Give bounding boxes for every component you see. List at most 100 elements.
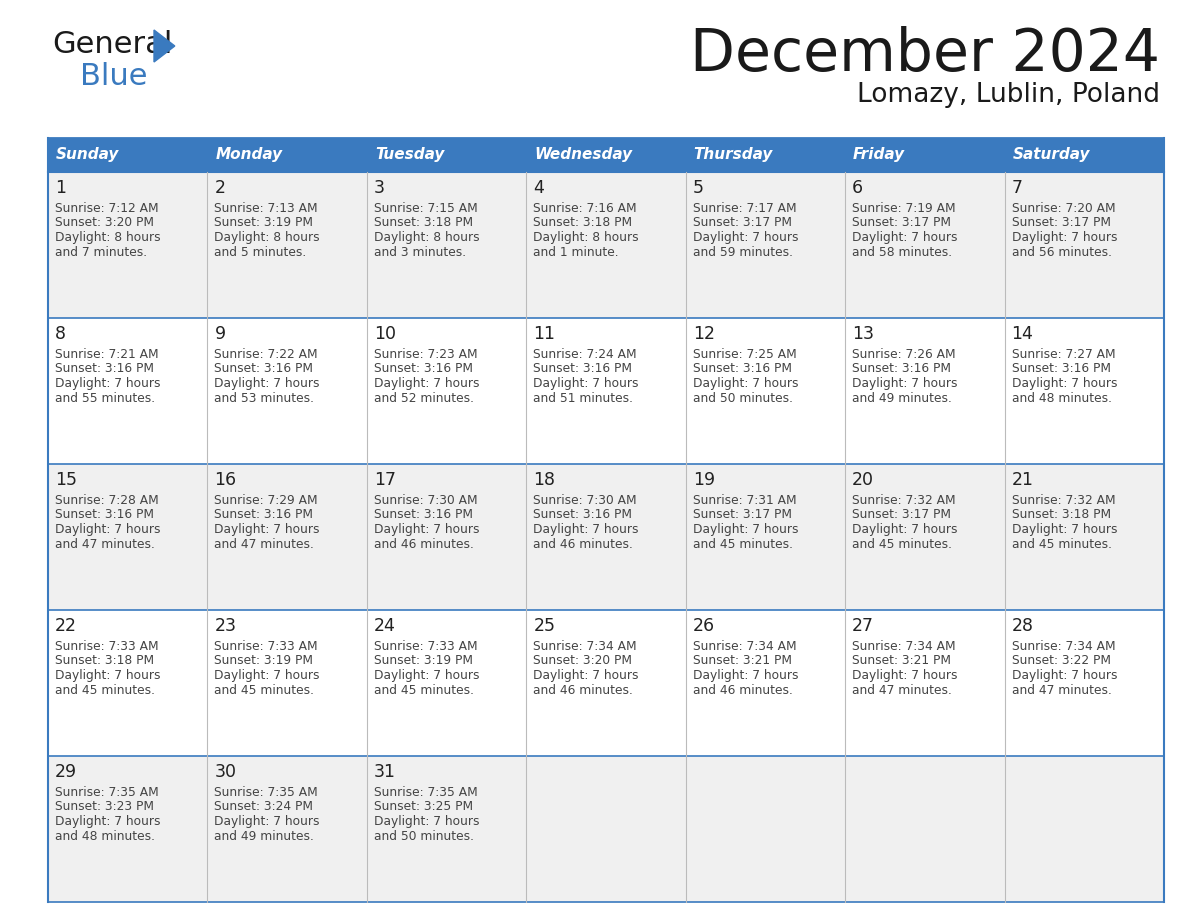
Text: 29: 29 bbox=[55, 763, 77, 781]
Text: 9: 9 bbox=[214, 325, 226, 343]
Polygon shape bbox=[154, 30, 175, 62]
Text: 10: 10 bbox=[374, 325, 396, 343]
Text: 11: 11 bbox=[533, 325, 555, 343]
Text: Sunset: 3:16 PM: Sunset: 3:16 PM bbox=[55, 363, 154, 375]
Text: Tuesday: Tuesday bbox=[375, 148, 444, 162]
Text: 15: 15 bbox=[55, 471, 77, 489]
Text: Daylight: 7 hours: Daylight: 7 hours bbox=[374, 815, 479, 828]
Text: Daylight: 7 hours: Daylight: 7 hours bbox=[214, 377, 320, 390]
Text: Daylight: 7 hours: Daylight: 7 hours bbox=[55, 377, 160, 390]
Text: Daylight: 7 hours: Daylight: 7 hours bbox=[55, 815, 160, 828]
Text: 21: 21 bbox=[1011, 471, 1034, 489]
Text: 1: 1 bbox=[55, 179, 67, 197]
Text: Daylight: 7 hours: Daylight: 7 hours bbox=[55, 523, 160, 536]
Text: and 58 minutes.: and 58 minutes. bbox=[852, 245, 953, 259]
Text: 25: 25 bbox=[533, 617, 555, 635]
Text: Sunrise: 7:12 AM: Sunrise: 7:12 AM bbox=[55, 202, 159, 215]
Text: Sunrise: 7:35 AM: Sunrise: 7:35 AM bbox=[55, 786, 159, 799]
Text: 6: 6 bbox=[852, 179, 864, 197]
Text: Daylight: 7 hours: Daylight: 7 hours bbox=[374, 669, 479, 682]
Text: and 46 minutes.: and 46 minutes. bbox=[693, 684, 792, 697]
Text: Sunset: 3:16 PM: Sunset: 3:16 PM bbox=[533, 363, 632, 375]
Text: Sunset: 3:21 PM: Sunset: 3:21 PM bbox=[852, 655, 952, 667]
Text: Sunset: 3:24 PM: Sunset: 3:24 PM bbox=[214, 800, 314, 813]
Text: 3: 3 bbox=[374, 179, 385, 197]
Text: and 45 minutes.: and 45 minutes. bbox=[1011, 538, 1112, 551]
Bar bbox=[685, 138, 845, 172]
Text: and 7 minutes.: and 7 minutes. bbox=[55, 245, 147, 259]
Text: Wednesday: Wednesday bbox=[535, 148, 632, 162]
Text: Sunrise: 7:35 AM: Sunrise: 7:35 AM bbox=[214, 786, 318, 799]
Text: and 55 minutes.: and 55 minutes. bbox=[55, 391, 156, 405]
Text: and 47 minutes.: and 47 minutes. bbox=[1011, 684, 1112, 697]
Text: Sunrise: 7:34 AM: Sunrise: 7:34 AM bbox=[693, 640, 796, 653]
Text: 14: 14 bbox=[1011, 325, 1034, 343]
Text: 27: 27 bbox=[852, 617, 874, 635]
Text: Sunset: 3:18 PM: Sunset: 3:18 PM bbox=[55, 655, 154, 667]
Text: Sunset: 3:16 PM: Sunset: 3:16 PM bbox=[374, 363, 473, 375]
Text: Sunrise: 7:34 AM: Sunrise: 7:34 AM bbox=[533, 640, 637, 653]
Text: Daylight: 8 hours: Daylight: 8 hours bbox=[214, 231, 320, 244]
Text: 30: 30 bbox=[214, 763, 236, 781]
Text: Blue: Blue bbox=[80, 62, 147, 91]
Bar bbox=[48, 610, 1164, 756]
Text: and 50 minutes.: and 50 minutes. bbox=[374, 830, 474, 843]
Text: and 45 minutes.: and 45 minutes. bbox=[852, 538, 952, 551]
Text: Sunrise: 7:21 AM: Sunrise: 7:21 AM bbox=[55, 348, 159, 361]
Text: Thursday: Thursday bbox=[694, 148, 773, 162]
Text: and 47 minutes.: and 47 minutes. bbox=[214, 538, 315, 551]
Text: and 45 minutes.: and 45 minutes. bbox=[693, 538, 792, 551]
Text: Daylight: 7 hours: Daylight: 7 hours bbox=[693, 669, 798, 682]
Text: Sunset: 3:25 PM: Sunset: 3:25 PM bbox=[374, 800, 473, 813]
Text: Daylight: 8 hours: Daylight: 8 hours bbox=[55, 231, 160, 244]
Bar bbox=[48, 756, 1164, 902]
Bar bbox=[48, 318, 1164, 464]
Text: Sunrise: 7:20 AM: Sunrise: 7:20 AM bbox=[1011, 202, 1116, 215]
Text: Sunrise: 7:35 AM: Sunrise: 7:35 AM bbox=[374, 786, 478, 799]
Text: 4: 4 bbox=[533, 179, 544, 197]
Text: and 46 minutes.: and 46 minutes. bbox=[533, 684, 633, 697]
Text: 2: 2 bbox=[214, 179, 226, 197]
Text: and 50 minutes.: and 50 minutes. bbox=[693, 391, 792, 405]
Text: Daylight: 8 hours: Daylight: 8 hours bbox=[374, 231, 480, 244]
Text: and 48 minutes.: and 48 minutes. bbox=[55, 830, 154, 843]
Text: Sunset: 3:16 PM: Sunset: 3:16 PM bbox=[214, 509, 314, 521]
Text: Sunday: Sunday bbox=[56, 148, 119, 162]
Text: Daylight: 7 hours: Daylight: 7 hours bbox=[852, 523, 958, 536]
Text: Sunset: 3:20 PM: Sunset: 3:20 PM bbox=[533, 655, 632, 667]
Text: Sunrise: 7:23 AM: Sunrise: 7:23 AM bbox=[374, 348, 478, 361]
Text: and 48 minutes.: and 48 minutes. bbox=[1011, 391, 1112, 405]
Text: Sunset: 3:18 PM: Sunset: 3:18 PM bbox=[1011, 509, 1111, 521]
Text: Sunset: 3:16 PM: Sunset: 3:16 PM bbox=[852, 363, 952, 375]
Text: Daylight: 7 hours: Daylight: 7 hours bbox=[214, 669, 320, 682]
Text: and 45 minutes.: and 45 minutes. bbox=[214, 684, 315, 697]
Text: 22: 22 bbox=[55, 617, 77, 635]
Text: Sunset: 3:20 PM: Sunset: 3:20 PM bbox=[55, 217, 154, 230]
Text: and 56 minutes.: and 56 minutes. bbox=[1011, 245, 1112, 259]
Text: Sunset: 3:17 PM: Sunset: 3:17 PM bbox=[1011, 217, 1111, 230]
Text: and 46 minutes.: and 46 minutes. bbox=[374, 538, 474, 551]
Bar bbox=[367, 138, 526, 172]
Text: Sunset: 3:19 PM: Sunset: 3:19 PM bbox=[374, 655, 473, 667]
Text: 17: 17 bbox=[374, 471, 396, 489]
Text: and 47 minutes.: and 47 minutes. bbox=[852, 684, 952, 697]
Text: 5: 5 bbox=[693, 179, 703, 197]
Text: Daylight: 7 hours: Daylight: 7 hours bbox=[852, 377, 958, 390]
Text: Saturday: Saturday bbox=[1012, 148, 1091, 162]
Text: December 2024: December 2024 bbox=[690, 26, 1159, 83]
Text: Sunrise: 7:29 AM: Sunrise: 7:29 AM bbox=[214, 494, 318, 507]
Text: 31: 31 bbox=[374, 763, 396, 781]
Text: Sunrise: 7:34 AM: Sunrise: 7:34 AM bbox=[852, 640, 956, 653]
Bar bbox=[208, 138, 367, 172]
Text: Sunset: 3:17 PM: Sunset: 3:17 PM bbox=[852, 509, 952, 521]
Text: Sunset: 3:19 PM: Sunset: 3:19 PM bbox=[214, 655, 314, 667]
Text: Sunset: 3:17 PM: Sunset: 3:17 PM bbox=[693, 509, 791, 521]
Text: and 45 minutes.: and 45 minutes. bbox=[55, 684, 154, 697]
Text: Monday: Monday bbox=[215, 148, 283, 162]
Text: Sunrise: 7:15 AM: Sunrise: 7:15 AM bbox=[374, 202, 478, 215]
Text: and 49 minutes.: and 49 minutes. bbox=[214, 830, 315, 843]
Text: Sunrise: 7:28 AM: Sunrise: 7:28 AM bbox=[55, 494, 159, 507]
Text: Sunset: 3:16 PM: Sunset: 3:16 PM bbox=[693, 363, 791, 375]
Text: Sunrise: 7:30 AM: Sunrise: 7:30 AM bbox=[533, 494, 637, 507]
Text: Sunrise: 7:26 AM: Sunrise: 7:26 AM bbox=[852, 348, 956, 361]
